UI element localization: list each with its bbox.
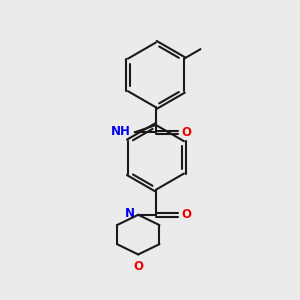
Text: O: O: [181, 208, 191, 221]
Text: NH: NH: [111, 125, 131, 138]
Text: O: O: [181, 126, 191, 139]
Text: N: N: [125, 207, 135, 220]
Text: O: O: [133, 260, 143, 273]
